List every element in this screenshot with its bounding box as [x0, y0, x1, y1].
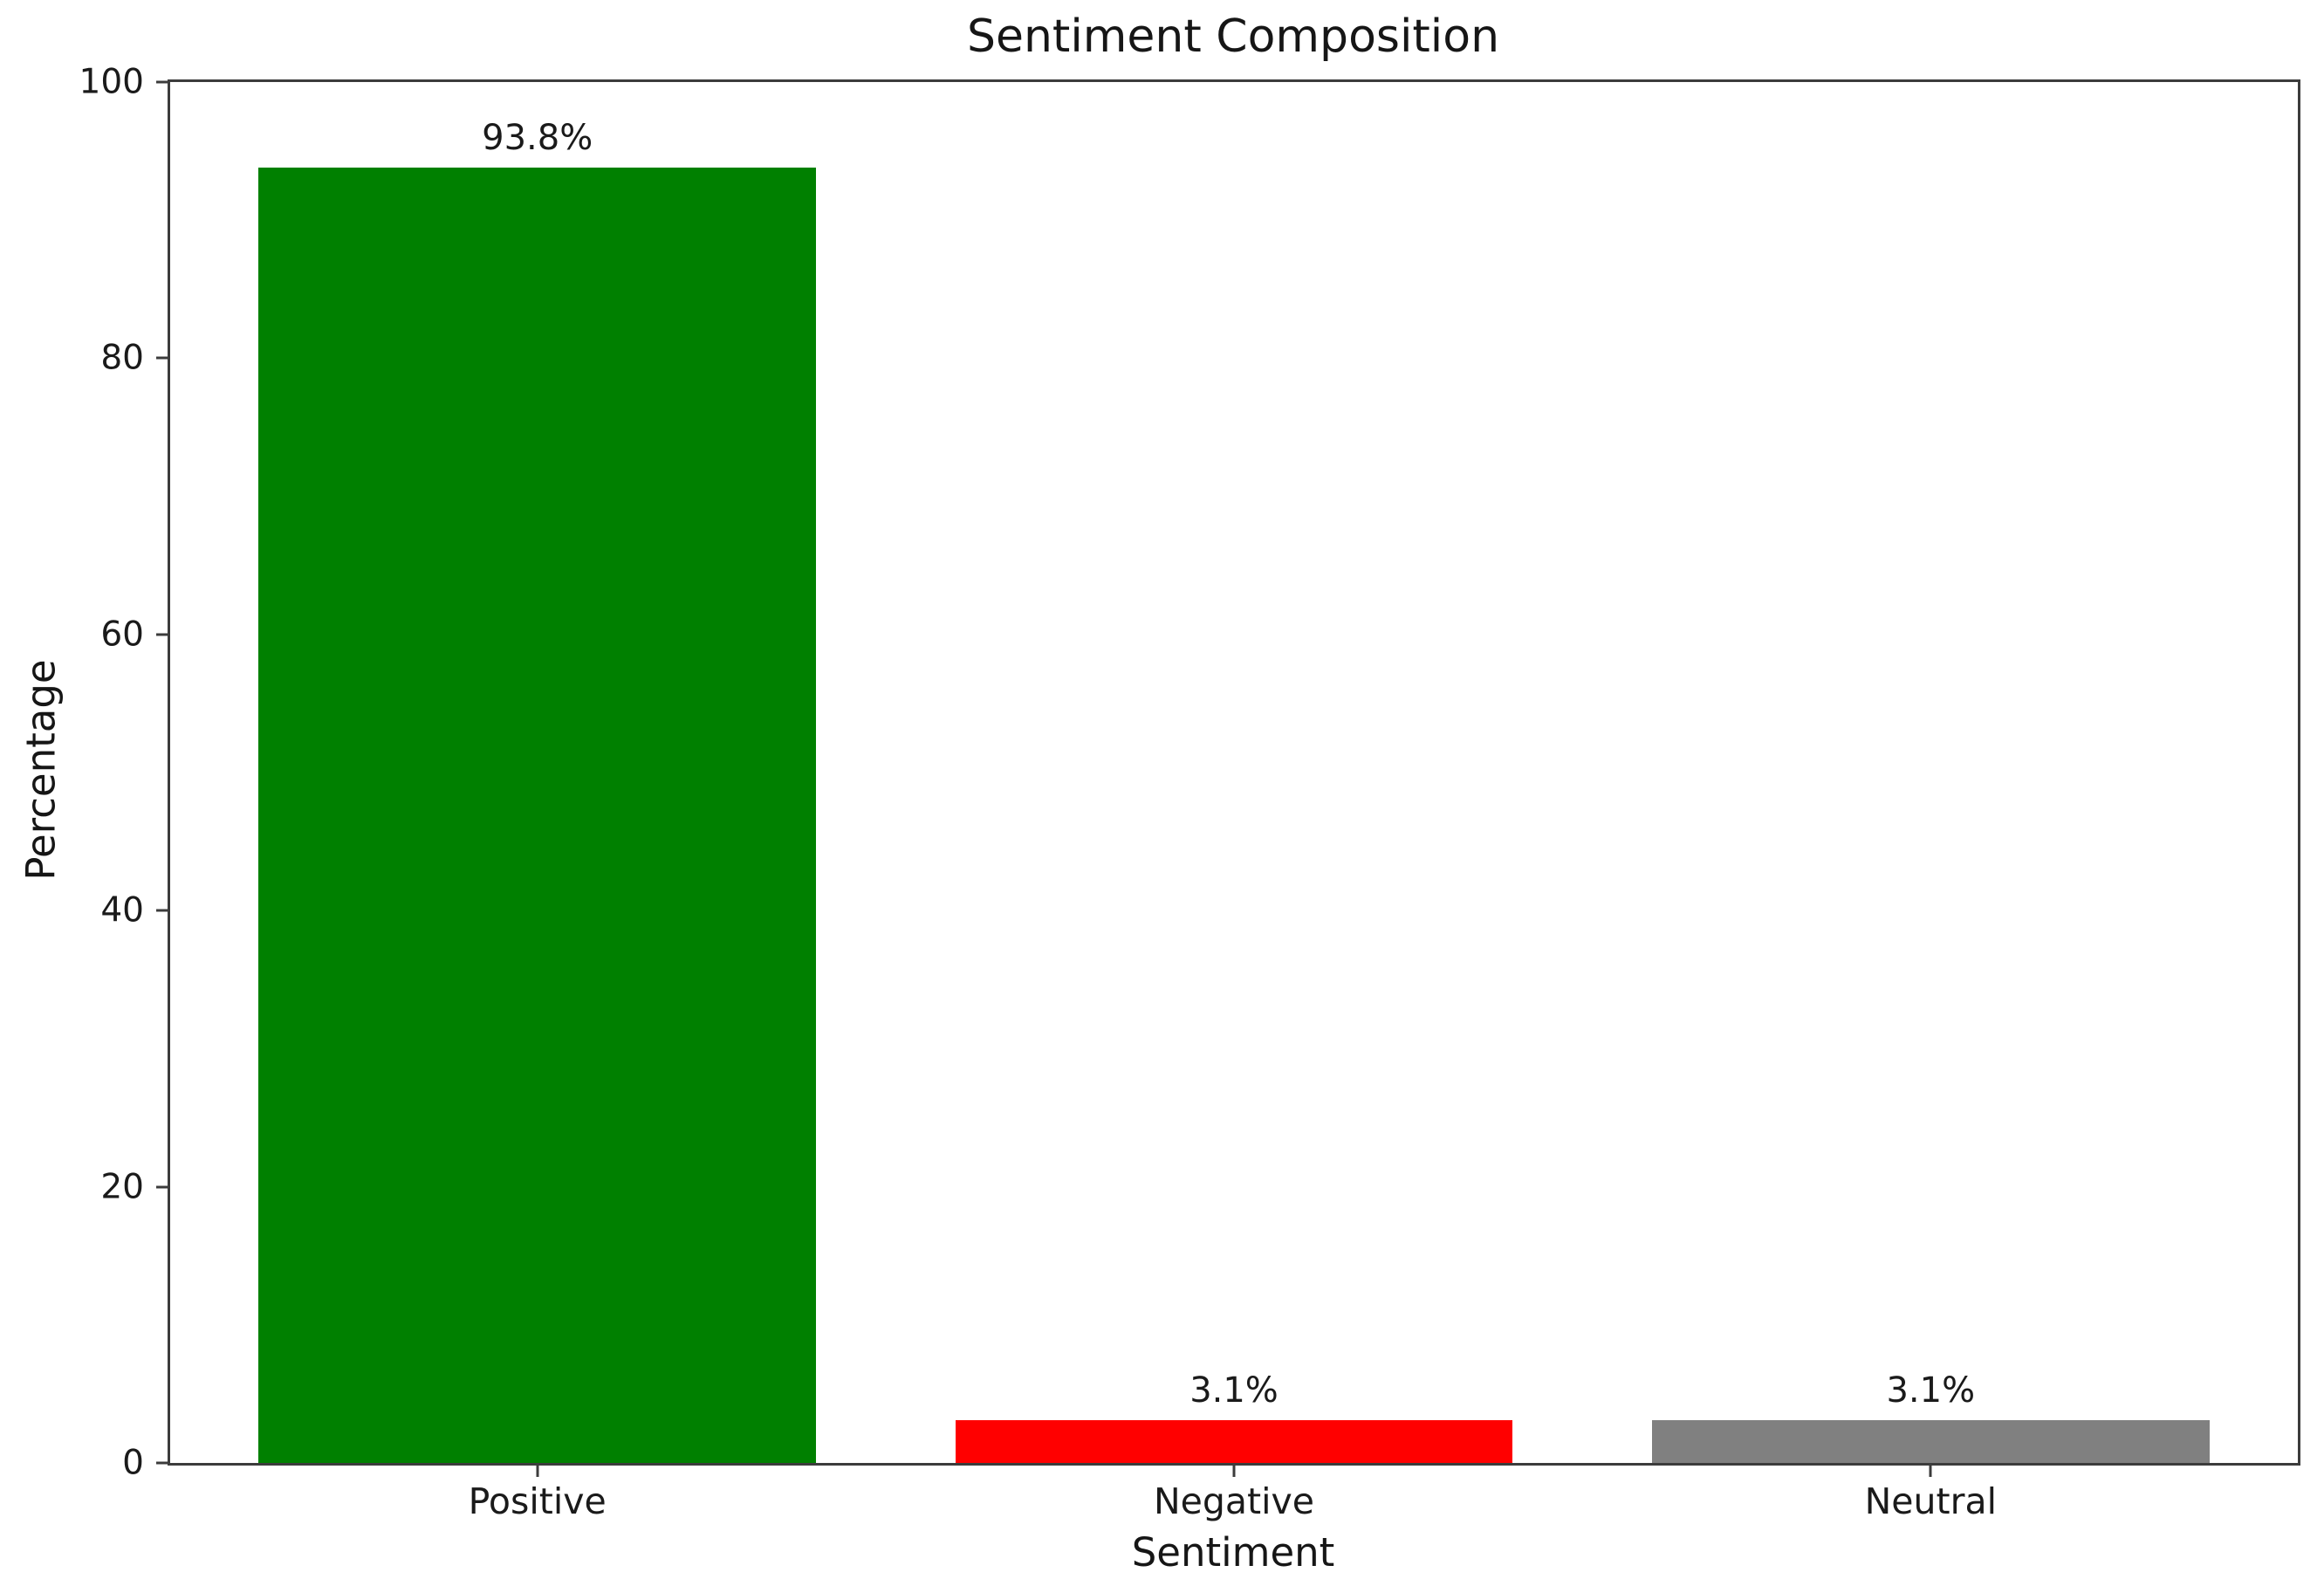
x-tick-mark: [1929, 1466, 1932, 1477]
y-tick-label: 80: [100, 338, 144, 378]
bar-neutral: [1651, 1419, 2210, 1463]
x-tick-mark: [1232, 1466, 1236, 1477]
chart-title: Sentiment Composition: [966, 10, 1500, 63]
y-tick-mark: [156, 1461, 168, 1465]
y-tick-mark: [156, 909, 168, 912]
y-tick-mark: [156, 633, 168, 636]
x-axis-label: Sentiment: [1131, 1529, 1335, 1576]
y-tick-mark: [156, 1185, 168, 1189]
y-tick-label: 20: [100, 1167, 144, 1207]
y-tick-label: 100: [79, 62, 144, 102]
bar-value-label-positive: 93.8%: [482, 118, 593, 159]
x-tick-label-neutral: Neutral: [1864, 1480, 1997, 1522]
y-tick-label: 40: [100, 890, 144, 930]
bar-value-label-negative: 3.1%: [1189, 1370, 1279, 1411]
x-tick-mark: [536, 1466, 539, 1477]
x-tick-label-positive: Positive: [468, 1480, 607, 1522]
x-tick-label-negative: Negative: [1154, 1480, 1314, 1522]
y-tick-label: 0: [122, 1443, 144, 1483]
y-tick-mark: [156, 356, 168, 360]
bar-positive: [258, 168, 816, 1463]
plot-area: 0 20 40 60 80 100 93.8% Positive 3.1% Negative 3.1…: [79, 65, 2300, 1520]
y-axis-label: Percentage: [17, 659, 65, 881]
y-tick-mark: [156, 80, 168, 84]
y-tick-label: 60: [100, 615, 144, 655]
bar-value-label-neutral: 3.1%: [1886, 1370, 1976, 1411]
bar-negative: [955, 1419, 1513, 1463]
